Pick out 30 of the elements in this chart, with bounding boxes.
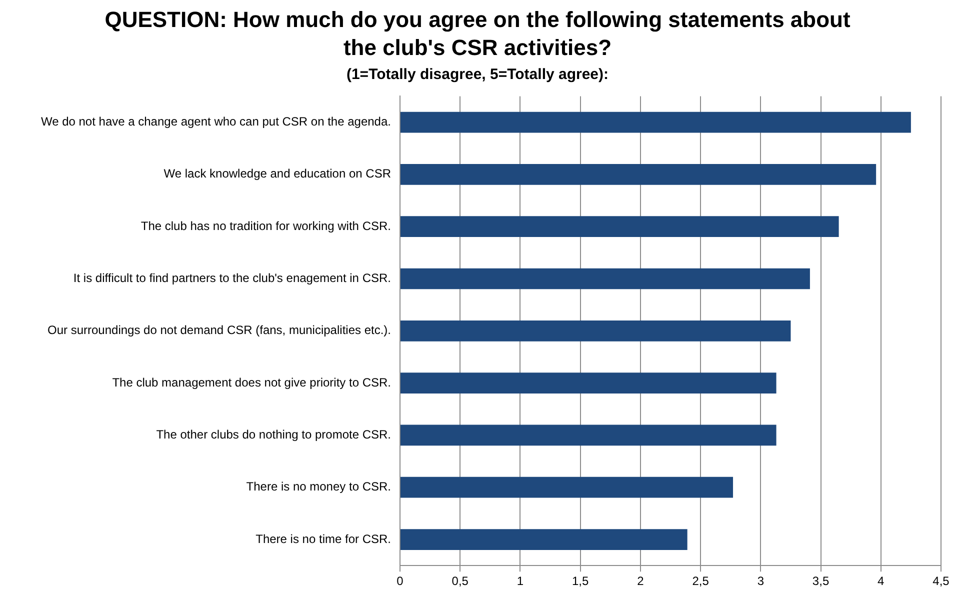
y-tick-label: The other clubs do nothing to promote CSR. <box>156 428 391 442</box>
x-tick-label: 1,5 <box>572 574 589 588</box>
bar <box>400 476 734 498</box>
y-tick-label: Our surroundings do not demand CSR (fans, municipalities etc.). <box>48 323 391 338</box>
bar <box>400 112 911 133</box>
bar <box>400 216 839 238</box>
x-tick-label: 0,5 <box>452 574 469 588</box>
x-tick-label: 1 <box>516 574 524 588</box>
y-tick-label: There is no money to CSR. <box>246 480 391 494</box>
y-tick-label: The club has no tradition for working with CSR. <box>140 218 391 233</box>
bar <box>400 372 776 394</box>
x-tick-label: 3 <box>757 574 764 588</box>
bar <box>400 268 810 290</box>
chart-subtitle: (1=Totally disagree, 5=Totally agree): <box>345 65 610 85</box>
x-tick-label: 4,5 <box>932 574 950 588</box>
x-tick-label: 4 <box>878 574 885 588</box>
y-tick-label: We lack knowledge and education on CSR <box>164 166 392 181</box>
y-tick-label: The club management does not give priority to CSR. <box>112 375 391 390</box>
bar <box>400 320 791 342</box>
x-tick-label: 2,5 <box>692 574 710 588</box>
bar <box>400 164 876 185</box>
y-tick-label: There is no time for CSR. <box>256 532 391 546</box>
chart-title: QUESTION: How much do you agree on the following statements about the club's CSR activities? <box>104 6 852 62</box>
x-tick-label: 2 <box>637 574 644 588</box>
x-tick-label: 0 <box>396 574 404 588</box>
x-tick-label: 3,5 <box>812 574 830 588</box>
bar <box>400 424 776 446</box>
y-tick-label: We do not have a change agent who can put CSR on the agenda. <box>40 114 391 129</box>
bar <box>400 529 688 550</box>
y-tick-label: It is difficult to find partners to the club's enagement in CSR. <box>73 271 391 286</box>
